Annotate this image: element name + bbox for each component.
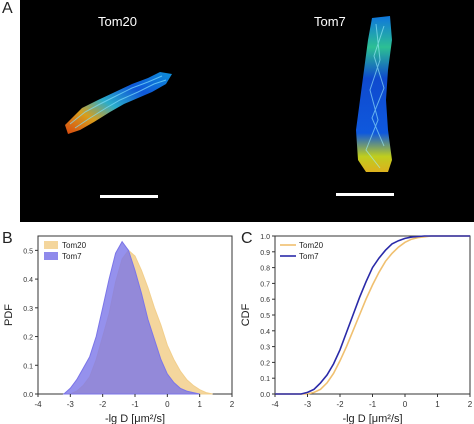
pdf-series-tom7-area — [62, 240, 200, 395]
cdf-y-tick-label: 0.9 — [260, 250, 270, 257]
cdf-x-tick-label: 0 — [403, 400, 408, 409]
pdf-y-tick-label: 0.2 — [23, 335, 33, 342]
pdf-x-tick-label: -4 — [34, 400, 42, 409]
cdf-y-tick-label: 0.3 — [260, 345, 270, 352]
cdf-y-tick-label: 0.6 — [260, 297, 270, 304]
pdf-y-tick-label: 0.4 — [23, 277, 33, 284]
pdf-y-tick-label: 0.0 — [23, 392, 33, 399]
panel-a-label: A — [2, 0, 13, 17]
cdf-x-axis-label: -lg D [μm²/s] — [342, 413, 402, 424]
pdf-x-tick-label: -2 — [99, 400, 107, 409]
cdf-x-tick-label: -4 — [271, 400, 279, 409]
panel-b-label: B — [2, 230, 13, 247]
pdf-x-tick-label: -3 — [67, 400, 75, 409]
tom7-scale-bar — [336, 193, 394, 196]
pdf-legend: Tom20 Tom7 — [44, 241, 87, 261]
cdf-y-tick-label: 0.0 — [260, 392, 270, 399]
cdf-legend-label: Tom7 — [299, 252, 319, 261]
pdf-legend-label: Tom7 — [62, 252, 82, 261]
pdf-y-tick-label: 0.3 — [23, 306, 33, 313]
pdf-x-tick-label: 0 — [165, 400, 170, 409]
pdf-chart: -4 -3 -2 -1 0 1 2 0.0 0.1 0.2 0.3 0.4 0.5 -lg D [μm²/… — [3, 235, 235, 424]
cdf-y-tick-label: 0.5 — [260, 313, 270, 320]
cdf-y-tick-label: 0.7 — [260, 281, 270, 288]
cdf-y-tick-label: 0.8 — [260, 266, 270, 273]
pdf-x-tick-label: 1 — [197, 400, 202, 409]
pdf-x-tick-label: 2 — [230, 400, 235, 409]
cdf-y-tick-label: 0.2 — [260, 360, 270, 367]
pdf-y-tick-label: 0.5 — [23, 248, 33, 255]
microscopy-image — [20, 0, 474, 222]
cdf-x-tick-label: 2 — [468, 400, 473, 409]
pdf-y-tick-label: 0.1 — [23, 363, 33, 370]
pdf-legend-swatch — [44, 252, 58, 260]
cdf-x-tick-label: 1 — [435, 400, 440, 409]
cdf-x-tick-label: -1 — [369, 400, 377, 409]
tom7-image-title: Tom7 — [314, 14, 346, 29]
cdf-legend-label: Tom20 — [299, 241, 324, 250]
cdf-y-axis-label: CDF — [240, 303, 252, 326]
tom20-scale-bar — [100, 195, 158, 198]
panel-c-label: C — [241, 230, 253, 247]
pdf-x-axis-label: -lg D [μm²/s] — [105, 413, 165, 424]
tom20-track — [65, 72, 172, 134]
cdf-y-tick-label: 1.0 — [260, 234, 270, 241]
cdf-legend: Tom20 Tom7 — [280, 241, 324, 261]
pdf-x-tick-label: -1 — [131, 400, 139, 409]
tom20-image-title: Tom20 — [98, 14, 138, 29]
cdf-chart: -4 -3 -2 -1 0 1 2 0.0 0.1 0.2 0.3 0.4 0.5 0.6 0.7 0.8 0.… — [240, 234, 473, 424]
pdf-legend-swatch — [44, 241, 58, 249]
pdf-y-axis-label: PDF — [3, 304, 15, 326]
microscopy-panel: Tom20 Tom7 — [20, 0, 474, 222]
pdf-legend-label: Tom20 — [62, 241, 87, 250]
cdf-series-tom7-line — [275, 235, 470, 395]
tom7-track — [356, 16, 392, 172]
cdf-y-tick-label: 0.4 — [260, 329, 270, 336]
cdf-y-tick-label: 0.1 — [260, 376, 270, 383]
cdf-x-tick-label: -2 — [336, 400, 344, 409]
cdf-x-tick-label: -3 — [304, 400, 312, 409]
